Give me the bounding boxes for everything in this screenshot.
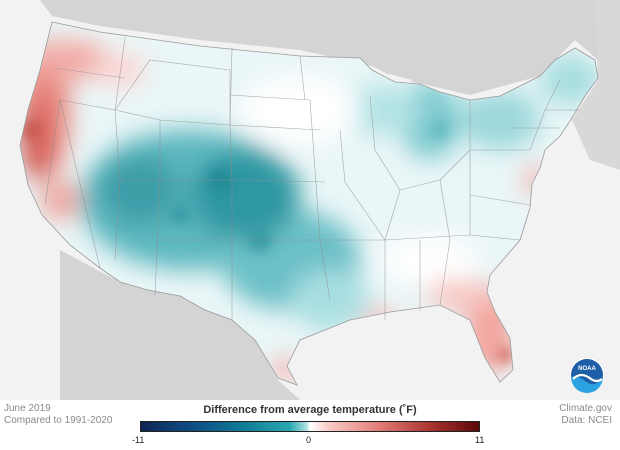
noaa-logo-text: NOAA: [578, 366, 596, 372]
legend-mid-label: 0: [306, 435, 312, 445]
surrounding-land: [40, 0, 620, 400]
date-label: June 2019: [4, 403, 51, 414]
legend-title: Difference from average temperature (˚F): [203, 404, 417, 416]
legend-max-label: 11: [475, 435, 485, 445]
state-boundaries: [44, 37, 580, 320]
source-label: Climate.gov: [559, 403, 612, 414]
data-credit-label: Data: NCEI: [561, 415, 612, 426]
baseline-label: Compared to 1991-2020: [4, 415, 113, 426]
anomaly-map: NOAA: [19, 0, 620, 400]
noaa-logo: NOAA: [568, 356, 606, 394]
legend-min-label: -11: [132, 435, 145, 445]
legend-colorbar: [140, 421, 480, 432]
